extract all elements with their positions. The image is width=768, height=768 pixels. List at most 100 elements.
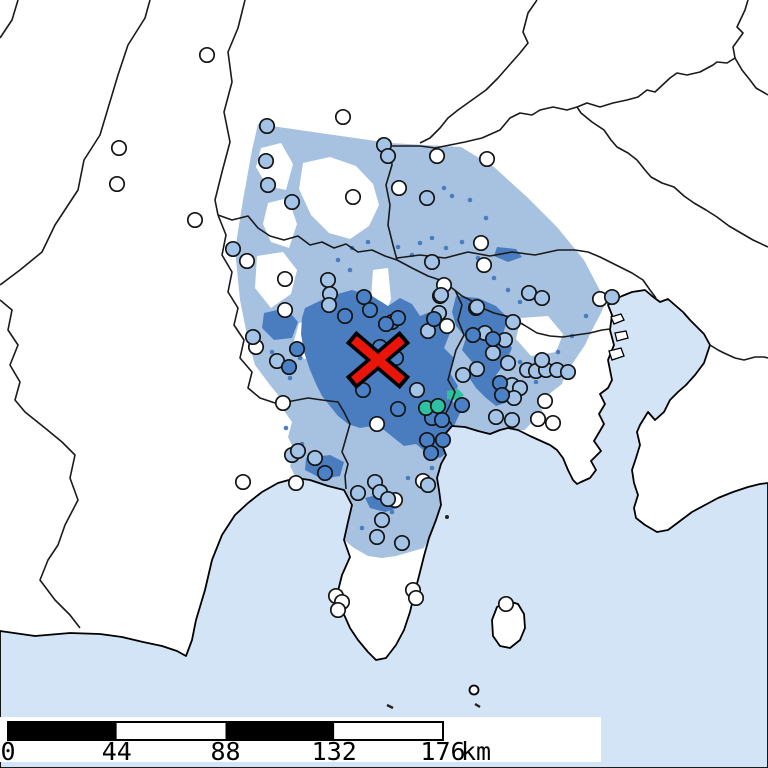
- islands-layer: [386, 313, 629, 710]
- intensity-speckle: [297, 355, 303, 361]
- station-marker-intensity-2: [603, 288, 621, 306]
- station-marker-intensity-2: [289, 442, 307, 460]
- toshima-island: [468, 684, 480, 696]
- intensity-speckle: [459, 239, 465, 245]
- station-marker-intensity-1: [472, 234, 490, 252]
- station-marker-intensity-2: [319, 271, 337, 289]
- intensity-layer: [235, 124, 606, 558]
- hatsushima-islet: [445, 515, 449, 519]
- intensity-speckle: [505, 287, 511, 293]
- station-marker-intensity-1: [108, 175, 126, 193]
- station-marker-intensity-1: [334, 108, 352, 126]
- station-marker-intensity-2: [503, 411, 521, 429]
- station-marker-intensity-2: [419, 476, 437, 494]
- station-marker-intensity-2: [257, 152, 275, 170]
- station-marker-intensity-2: [432, 286, 450, 304]
- prefecture-boundary: [214, 0, 246, 216]
- station-marker-intensity-3: [377, 315, 395, 333]
- station-marker-intensity-2: [533, 289, 551, 307]
- intensity-speckle: [389, 509, 395, 515]
- station-marker-intensity-3: [280, 358, 298, 376]
- prefecture-boundary: [217, 214, 611, 338]
- intensity-speckle: [517, 359, 523, 365]
- station-marker-intensity-3: [434, 431, 452, 449]
- station-marker-intensity-1: [536, 392, 554, 410]
- station-marker-intensity-3: [464, 326, 482, 344]
- prefecture-boundary: [396, 249, 657, 299]
- prefecture-boundary: [217, 214, 351, 490]
- scale-bar-segment: [8, 722, 117, 740]
- station-marker-intensity-1: [475, 256, 493, 274]
- scale-tick-label: 132: [312, 737, 357, 766]
- station-marker-intensity-1: [329, 601, 347, 619]
- station-marker-intensity-2: [349, 484, 367, 502]
- prefecture-boundary: [734, 57, 768, 96]
- station-marker-intensity-2: [468, 298, 486, 316]
- intensity-speckle: [287, 375, 293, 381]
- intensity-speckle: [481, 315, 487, 321]
- station-marker-intensity-1: [529, 410, 547, 428]
- station-marker-intensity-1: [428, 147, 446, 165]
- station-marker-intensity-4: [429, 397, 447, 415]
- epicenter-layer: [345, 330, 411, 390]
- station-marker-intensity-1: [276, 270, 294, 288]
- station-marker-intensity-3: [355, 288, 373, 306]
- station-marker-intensity-3: [336, 307, 354, 325]
- station-marker-intensity-2: [379, 490, 397, 508]
- station-marker-intensity-2: [320, 296, 338, 314]
- station-marker-intensity-1: [274, 394, 292, 412]
- station-marker-intensity-1: [198, 46, 216, 64]
- intensity-speckle: [583, 313, 589, 319]
- station-layer: [108, 46, 621, 619]
- boundary-layer: [0, 0, 768, 629]
- sea-layer: [0, 289, 768, 768]
- station-marker-intensity-1: [238, 252, 256, 270]
- intensity-speckle: [443, 245, 449, 251]
- station-marker-intensity-1: [478, 150, 496, 168]
- intensity-speckle: [441, 185, 447, 191]
- station-marker-intensity-1: [544, 414, 562, 432]
- intensity-speckle: [429, 235, 435, 241]
- prefecture-boundary: [0, 299, 81, 629]
- station-marker-intensity-1: [287, 474, 305, 492]
- prefecture-boundary: [709, 344, 768, 361]
- station-marker-intensity-1: [186, 211, 204, 229]
- station-marker-intensity-3: [453, 396, 471, 414]
- prefecture-boundary: [0, 0, 19, 39]
- intensity-speckle: [365, 239, 371, 245]
- station-marker-intensity-1: [438, 317, 456, 335]
- scale-bar-segment: [116, 722, 226, 740]
- station-marker-intensity-2: [258, 117, 276, 135]
- station-marker-intensity-2: [484, 344, 502, 362]
- station-marker-intensity-3: [433, 411, 451, 429]
- station-marker-intensity-2: [418, 189, 436, 207]
- station-marker-intensity-2: [423, 253, 441, 271]
- intensity-speckle: [429, 465, 435, 471]
- station-marker-intensity-3: [484, 330, 502, 348]
- scale-bar-frame: [7, 721, 444, 741]
- station-marker-intensity-2: [468, 360, 486, 378]
- tokyo-bay-reclaimed-islets: [608, 313, 629, 361]
- small-islet: [474, 702, 481, 709]
- scale-tick-label: 88: [210, 737, 240, 766]
- intensity-speckle: [347, 267, 353, 273]
- intensity-speckle: [283, 425, 289, 431]
- station-marker-intensity-2: [379, 147, 397, 165]
- station-marker-intensity-2: [283, 193, 301, 211]
- station-marker-intensity-1: [497, 595, 515, 613]
- station-marker-intensity-2: [224, 240, 242, 258]
- station-marker-intensity-1: [368, 415, 386, 433]
- epicenter-x-icon: [345, 330, 411, 390]
- scale-tick-label: 176: [420, 737, 465, 766]
- station-marker-intensity-2: [533, 351, 551, 369]
- intensity-speckle: [469, 345, 475, 351]
- scale-bar-segment: [334, 722, 443, 740]
- small-islet: [386, 703, 394, 710]
- station-marker-intensity-2: [408, 381, 426, 399]
- station-marker-intensity-2: [306, 449, 324, 467]
- station-marker-intensity-3: [288, 340, 306, 358]
- station-marker-intensity-2: [368, 528, 386, 546]
